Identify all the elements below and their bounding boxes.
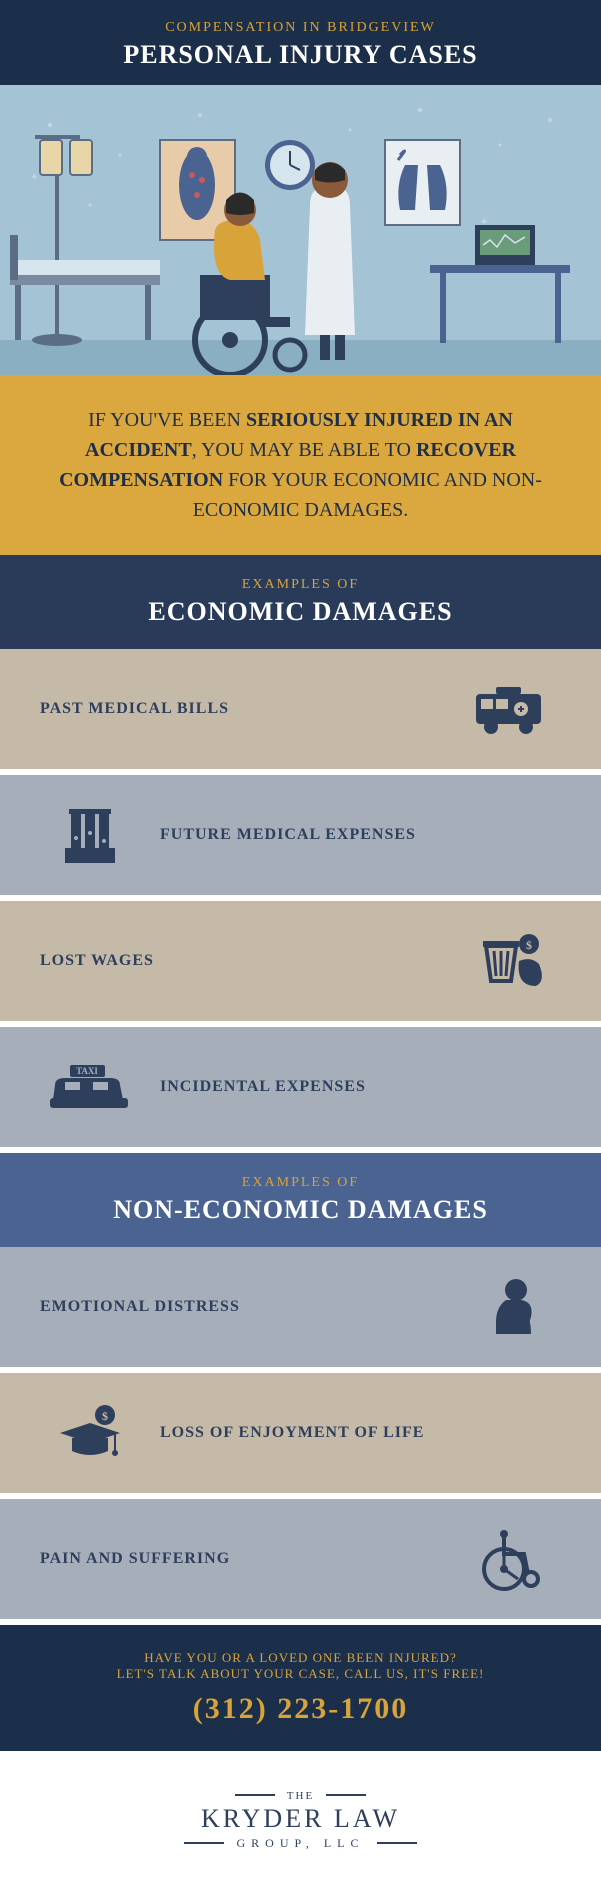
svg-text:TAXI: TAXI [76,1066,98,1076]
damage-item-label: EMOTIONAL DISTRESS [40,1298,461,1316]
cta-footer: HAVE YOU OR A LOVED ONE BEEN INJURED? LE… [0,1625,601,1751]
cta-phone[interactable]: (312) 223-1700 [20,1692,581,1726]
intro-text-pre: IF YOU'VE BEEN [88,409,246,431]
sad-person-icon [461,1272,561,1342]
svg-text:$: $ [102,1409,108,1423]
damage-item: PAIN AND SUFFERING [0,1499,601,1619]
section1-title: ECONOMIC DAMAGES [15,597,586,627]
section1-sub: EXAMPLES OF [15,577,586,593]
svg-text:$: $ [526,938,532,952]
section2-title: NON-ECONOMIC DAMAGES [15,1195,586,1225]
testtubes-icon [40,800,140,870]
damage-item-label: INCIDENTAL EXPENSES [140,1078,561,1096]
logo-sub: GROUP, LLC [236,1836,364,1850]
damage-item: PAST MEDICAL BILLS [0,649,601,769]
logo-line-right2 [377,1842,417,1844]
logo-name: KRYDER LAW [20,1804,581,1834]
section1-header: EXAMPLES OF ECONOMIC DAMAGES [0,555,601,649]
cta-line2: LET'S TALK ABOUT YOUR CASE, CALL US, IT'… [20,1666,581,1682]
logo-footer: THE KRYDER LAW GROUP, LLC [0,1751,601,1892]
damage-item: TAXI INCIDENTAL EXPENSES [0,1027,601,1147]
intro-text-post: FOR YOUR ECONOMIC AND NON-ECONOMIC DAMAG… [193,469,542,521]
damage-item-label: LOST WAGES [40,952,461,970]
damage-item: EMOTIONAL DISTRESS [0,1247,601,1367]
cta-line1: HAVE YOU OR A LOVED ONE BEEN INJURED? [20,1650,581,1666]
logo-line-right [326,1794,366,1796]
intro-banner: IF YOU'VE BEEN SERIOUSLY INJURED IN AN A… [0,375,601,555]
header: COMPENSATION IN BRIDGEVIEW PERSONAL INJU… [0,0,601,85]
logo-line-left [235,1794,275,1796]
taxi-icon: TAXI [40,1052,140,1122]
damage-item: $ LOSS OF ENJOYMENT OF LIFE [0,1373,601,1493]
trash-money-icon: $ [461,926,561,996]
section2-header: EXAMPLES OF NON-ECONOMIC DAMAGES [0,1153,601,1247]
wheelchair-icon [461,1524,561,1594]
damage-item: LOST WAGES $ [0,901,601,1021]
logo-sub-row: GROUP, LLC [20,1834,581,1852]
logo-top: THE [287,1790,314,1802]
damage-item-label: PAST MEDICAL BILLS [40,700,461,718]
header-title: PERSONAL INJURY CASES [15,40,586,70]
damage-item-label: FUTURE MEDICAL EXPENSES [140,826,561,844]
gradcap-icon: $ [40,1398,140,1468]
section2-sub: EXAMPLES OF [15,1175,586,1191]
section2-items: EMOTIONAL DISTRESS $ LOSS OF ENJOYMENT OF … [0,1247,601,1619]
ambulance-icon [461,674,561,744]
logo-top-row: THE [20,1786,581,1804]
damage-item: FUTURE MEDICAL EXPENSES [0,775,601,895]
damage-item-label: PAIN AND SUFFERING [40,1550,461,1568]
section1-items: PAST MEDICAL BILLS FUTURE MEDICAL EXPENSE… [0,649,601,1147]
header-subtitle: COMPENSATION IN BRIDGEVIEW [15,20,586,36]
damage-item-label: LOSS OF ENJOYMENT OF LIFE [140,1424,561,1442]
intro-text-mid: , YOU MAY BE ABLE TO [192,439,416,461]
svg-text:✦: ✦ [30,172,38,183]
hero-illustration: ✦✦ [0,85,601,375]
logo-line-left2 [184,1842,224,1844]
